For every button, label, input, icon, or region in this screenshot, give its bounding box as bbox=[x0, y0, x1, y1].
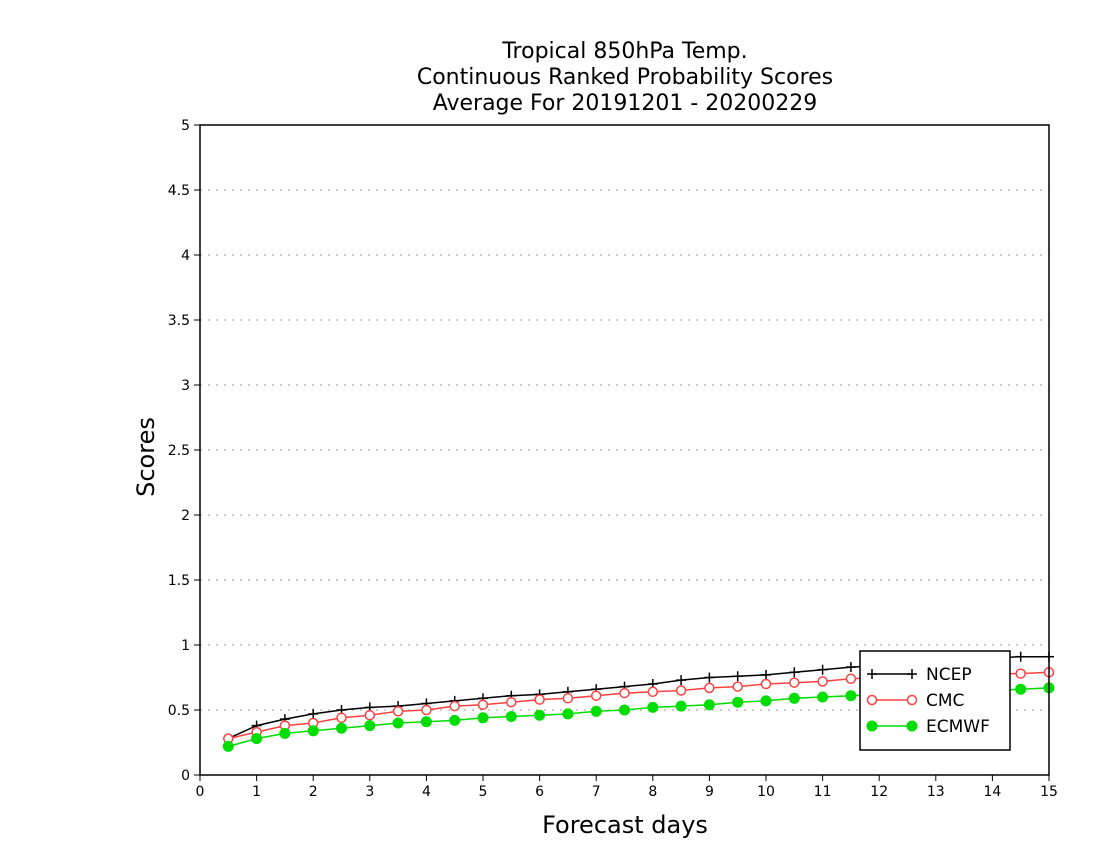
y-tick-label: 2 bbox=[181, 508, 190, 524]
x-tick-label: 15 bbox=[1040, 784, 1058, 800]
data-point-ecmwf bbox=[222, 740, 234, 752]
data-point-ecmwf bbox=[534, 709, 546, 721]
data-point-ncep bbox=[308, 708, 319, 719]
data-point-ncep bbox=[704, 672, 715, 683]
data-point-cmc bbox=[845, 673, 857, 685]
data-point-ncep bbox=[789, 667, 800, 678]
data-point-ecmwf bbox=[703, 699, 715, 711]
x-tick-label: 0 bbox=[196, 784, 205, 800]
data-point-ecmwf bbox=[307, 725, 319, 737]
data-point-ecmwf bbox=[477, 712, 489, 724]
legend-marker-cmc bbox=[906, 694, 918, 706]
data-point-cmc bbox=[619, 687, 630, 699]
y-tick-label: 0.5 bbox=[168, 703, 190, 719]
data-point-cmc bbox=[336, 712, 347, 724]
data-point-ecmwf bbox=[675, 700, 687, 712]
data-point-ecmwf bbox=[760, 695, 772, 707]
data-point-ecmwf bbox=[1015, 683, 1027, 695]
legend-marker-ncep bbox=[867, 669, 877, 679]
data-point-ecmwf bbox=[647, 701, 659, 713]
y-tick-label: 1.5 bbox=[168, 573, 190, 589]
x-tick-label: 5 bbox=[479, 784, 488, 800]
chart-title-line-2: Continuous Ranked Probability Scores bbox=[417, 65, 833, 90]
chart-legend: NCEP CMC ECMWF bbox=[859, 650, 1011, 751]
data-point-ecmwf bbox=[845, 690, 857, 702]
data-point-ecmwf bbox=[251, 733, 263, 745]
data-point-cmc bbox=[675, 685, 687, 696]
x-tick-label: 7 bbox=[592, 784, 601, 800]
legend-marker-ecmwf bbox=[866, 720, 878, 732]
y-tick-label: 2.5 bbox=[168, 443, 190, 459]
legend-label-cmc: CMC bbox=[926, 691, 964, 711]
data-point-cmc bbox=[817, 676, 828, 687]
data-point-ncep bbox=[732, 671, 743, 682]
y-tick-label: 1 bbox=[181, 638, 190, 654]
x-tick-label: 14 bbox=[983, 784, 1001, 800]
y-tick-label: 4 bbox=[181, 248, 190, 264]
data-point-cmc bbox=[704, 682, 715, 694]
chart-title-line-3: Average For 20191201 - 20200229 bbox=[433, 91, 818, 116]
grid-lines bbox=[200, 189, 1049, 711]
data-point-cmc bbox=[789, 677, 800, 688]
data-point-ecmwf bbox=[505, 711, 517, 722]
data-point-ecmwf bbox=[732, 696, 744, 708]
data-point-ecmwf bbox=[392, 717, 404, 729]
y-tick-label: 5 bbox=[181, 118, 190, 134]
data-point-ncep bbox=[676, 675, 687, 686]
data-point-cmc bbox=[506, 696, 517, 708]
data-point-ecmwf bbox=[279, 727, 291, 739]
x-tick-label: 9 bbox=[705, 784, 714, 800]
y-tick-label: 3 bbox=[181, 378, 190, 394]
x-tick-label: 2 bbox=[309, 784, 318, 800]
x-tick-label: 3 bbox=[365, 784, 374, 800]
data-point-cmc bbox=[421, 704, 432, 716]
data-point-ecmwf bbox=[336, 722, 347, 734]
data-point-ncep bbox=[817, 664, 828, 675]
data-point-ecmwf bbox=[449, 714, 461, 726]
data-point-cmc bbox=[760, 678, 772, 690]
data-point-ecmwf bbox=[364, 720, 376, 732]
y-tick-label: 3.5 bbox=[168, 313, 190, 329]
y-tick-label: 4.5 bbox=[168, 183, 190, 199]
data-point-ncep bbox=[1015, 651, 1026, 662]
data-point-cmc bbox=[364, 709, 376, 721]
data-point-cmc bbox=[647, 686, 659, 698]
data-point-cmc bbox=[732, 681, 743, 692]
data-point-cmc bbox=[562, 693, 574, 704]
data-point-ncep bbox=[761, 669, 771, 680]
data-point-cmc bbox=[392, 706, 404, 717]
x-tick-label: 8 bbox=[648, 784, 657, 800]
data-point-ecmwf bbox=[817, 691, 829, 703]
data-point-ecmwf bbox=[420, 716, 432, 728]
y-axis-label: Scores bbox=[132, 417, 160, 497]
data-point-ecmwf bbox=[788, 692, 800, 704]
x-tick-label: 6 bbox=[535, 784, 544, 800]
x-tick-label: 4 bbox=[422, 784, 431, 800]
data-point-ecmwf bbox=[562, 708, 574, 720]
legend-marker-ncep bbox=[907, 669, 917, 679]
legend-marker-cmc bbox=[866, 694, 878, 706]
legend-marker-ecmwf bbox=[906, 720, 918, 732]
x-tick-label: 13 bbox=[927, 784, 945, 800]
x-tick-label: 12 bbox=[870, 784, 888, 800]
data-point-cmc bbox=[477, 699, 489, 711]
data-point-cmc bbox=[449, 700, 460, 712]
data-point-cmc bbox=[534, 694, 545, 705]
data-point-cmc bbox=[590, 690, 602, 701]
legend-label-ecmwf: ECMWF bbox=[926, 717, 990, 737]
chart-title-line-1: Tropical 850hPa Temp. bbox=[501, 39, 747, 64]
data-point-ecmwf bbox=[590, 705, 602, 717]
x-tick-label: 10 bbox=[757, 784, 775, 800]
x-tick-label: 1 bbox=[252, 784, 261, 800]
data-point-ecmwf bbox=[619, 704, 630, 716]
legend-label-ncep: NCEP bbox=[926, 665, 972, 685]
x-tick-label: 11 bbox=[814, 784, 832, 800]
x-axis-label: Forecast days bbox=[542, 811, 708, 839]
y-tick-label: 0 bbox=[181, 768, 190, 784]
data-point-cmc bbox=[1015, 668, 1026, 679]
data-point-ncep bbox=[845, 662, 856, 673]
axis-ticks: 00.511.522.533.544.550 1 2 3 4 5 6 7 8 9 10 11 12 13 1… bbox=[168, 118, 1058, 800]
